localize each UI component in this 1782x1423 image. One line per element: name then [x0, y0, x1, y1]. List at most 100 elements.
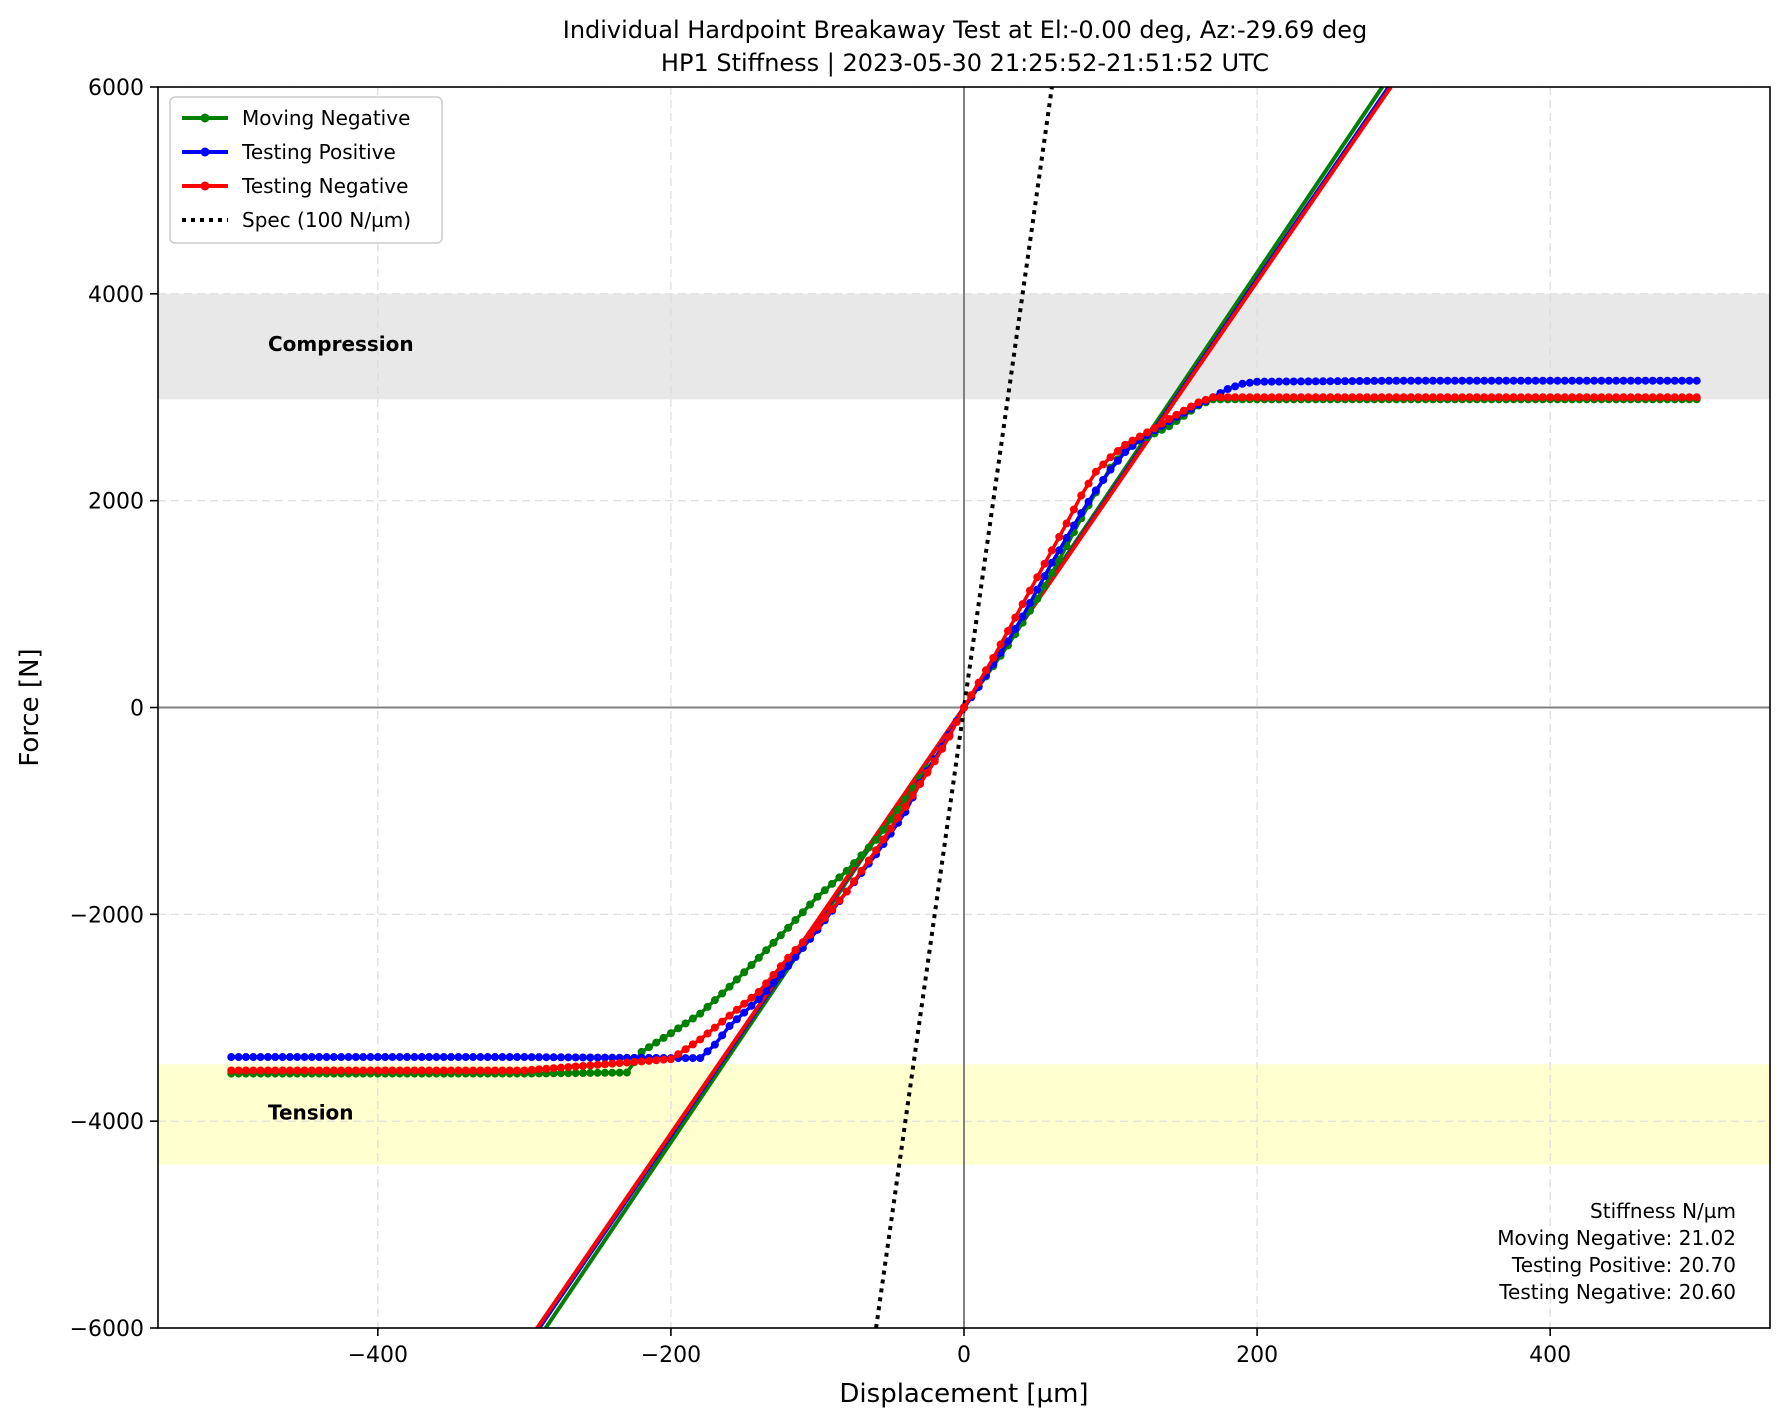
data-point	[1099, 475, 1108, 484]
data-point	[1238, 393, 1247, 402]
data-point	[1582, 393, 1591, 402]
data-point	[307, 1066, 316, 1075]
data-point	[461, 1053, 470, 1062]
data-point	[1472, 393, 1481, 402]
data-point	[1091, 467, 1100, 476]
data-point	[1106, 453, 1115, 462]
data-point	[703, 1029, 712, 1038]
data-point	[1055, 532, 1064, 541]
data-point	[1648, 393, 1657, 402]
data-point	[571, 1069, 580, 1078]
data-point	[593, 1068, 602, 1077]
data-point	[688, 1040, 697, 1049]
y-axis: −6000 −4000 −2000 0 2000 4000 6000	[70, 76, 158, 1342]
data-point	[1304, 393, 1313, 402]
data-point	[1113, 447, 1122, 456]
data-point	[1465, 376, 1474, 385]
data-point	[1003, 626, 1012, 635]
data-point	[278, 1066, 287, 1075]
data-point	[1685, 376, 1694, 385]
series-testing-negative	[227, 393, 1701, 1075]
data-point	[1069, 505, 1078, 514]
data-point	[1612, 393, 1621, 402]
data-point	[857, 866, 866, 875]
data-point	[696, 1054, 705, 1063]
legend-swatch-marker	[200, 181, 210, 191]
data-point	[1253, 393, 1262, 402]
data-point	[652, 1056, 661, 1065]
data-point	[1238, 379, 1247, 388]
data-point	[432, 1053, 441, 1062]
y-tick-label: 0	[130, 697, 144, 722]
data-point	[1062, 533, 1071, 542]
data-point	[1670, 376, 1679, 385]
data-point	[403, 1066, 412, 1075]
data-point	[1047, 569, 1056, 578]
x-tick-label: 400	[1529, 1343, 1571, 1368]
data-point	[425, 1066, 434, 1075]
data-point	[359, 1066, 368, 1075]
data-point	[725, 1011, 734, 1020]
data-point	[1245, 378, 1254, 387]
data-point	[505, 1066, 514, 1075]
data-point	[564, 1069, 573, 1078]
data-point	[271, 1053, 280, 1062]
data-point	[549, 1053, 558, 1062]
data-point	[1399, 393, 1408, 402]
data-point	[1260, 393, 1269, 402]
chart-subtitle: HP1 Stiffness | 2023-05-30 21:25:52-21:5…	[661, 49, 1269, 77]
data-point	[263, 1053, 272, 1062]
data-point	[710, 1040, 719, 1049]
data-point	[1663, 393, 1672, 402]
data-point	[989, 653, 998, 662]
data-point	[1121, 440, 1130, 449]
data-point	[769, 970, 778, 979]
data-point	[549, 1064, 558, 1073]
data-point	[894, 813, 903, 822]
legend-swatch-marker	[200, 113, 210, 123]
data-point	[886, 824, 895, 833]
data-point	[1663, 376, 1672, 385]
data-point	[842, 887, 851, 896]
data-point	[1047, 546, 1056, 555]
data-point	[483, 1066, 492, 1075]
data-point	[329, 1053, 338, 1062]
data-point	[622, 1058, 631, 1067]
data-point	[960, 703, 968, 712]
data-point	[1692, 393, 1701, 402]
data-point	[600, 1068, 609, 1077]
data-point	[791, 946, 800, 955]
y-tick-label: −4000	[70, 1110, 144, 1135]
data-point	[1516, 393, 1525, 402]
x-tick-label: 0	[957, 1343, 971, 1368]
data-point	[674, 1024, 683, 1033]
data-point	[923, 768, 932, 777]
data-point	[1560, 393, 1569, 402]
data-point	[1641, 393, 1650, 402]
data-point	[1414, 393, 1423, 402]
data-point	[1165, 414, 1174, 423]
data-point	[1502, 376, 1511, 385]
data-point	[388, 1066, 397, 1075]
data-point	[1319, 377, 1328, 386]
data-point	[1524, 393, 1533, 402]
plot-area	[227, 87, 1701, 1328]
data-point	[872, 835, 881, 844]
data-point	[322, 1066, 331, 1075]
data-point	[1077, 491, 1086, 500]
data-point	[1575, 393, 1584, 402]
data-point	[1018, 600, 1027, 609]
data-point	[791, 952, 800, 961]
data-point	[300, 1053, 309, 1062]
chart-title: Individual Hardpoint Breakaway Test at E…	[563, 16, 1368, 44]
data-point	[263, 1066, 272, 1075]
data-point	[798, 908, 807, 917]
data-point	[1619, 376, 1628, 385]
data-point	[1604, 376, 1613, 385]
data-point	[754, 987, 763, 996]
x-tick-label: −200	[641, 1343, 701, 1368]
data-point	[293, 1053, 302, 1062]
data-point	[527, 1065, 536, 1074]
data-point	[1282, 377, 1291, 386]
data-point	[535, 1053, 544, 1062]
